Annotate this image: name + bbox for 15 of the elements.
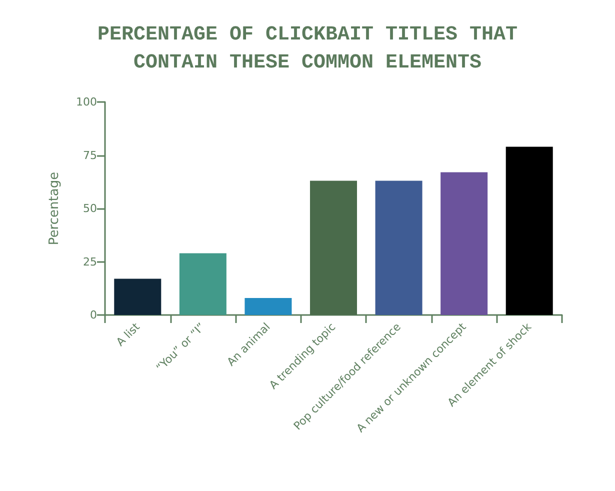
bar xyxy=(375,180,422,315)
bar xyxy=(506,146,553,315)
x-tick-label: A list xyxy=(114,320,143,349)
y-axis-title: Percentage xyxy=(47,172,62,246)
bar xyxy=(440,172,488,315)
bar xyxy=(114,278,162,315)
y-tick-label: 75 xyxy=(83,148,97,162)
y-tick-label: 50 xyxy=(83,202,97,215)
chart-title: PERCENTAGE OF CLICKBAIT TITLES THAT CONTAIN THESE COMMON ELEMENTS xyxy=(97,24,518,74)
y-tick-label: 25 xyxy=(83,255,97,268)
bar xyxy=(310,180,358,315)
bar xyxy=(244,298,292,315)
y-tick-label: 0 xyxy=(90,308,97,322)
bar xyxy=(179,253,226,315)
y-tick-label: 100 xyxy=(76,96,97,108)
